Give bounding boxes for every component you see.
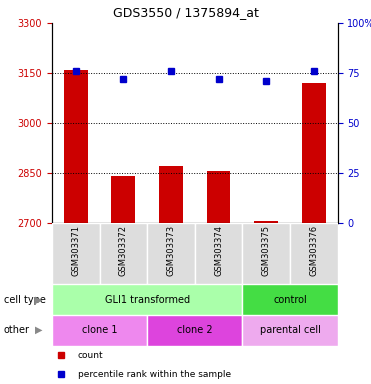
Bar	[242, 284, 338, 315]
Bar	[99, 223, 147, 284]
Text: cell type: cell type	[4, 295, 46, 305]
Bar	[159, 166, 183, 223]
Text: GSM303373: GSM303373	[167, 225, 175, 276]
Text: other: other	[4, 325, 30, 335]
Text: count: count	[78, 351, 103, 360]
Bar	[52, 284, 242, 315]
Text: GSM303371: GSM303371	[71, 225, 80, 276]
Text: parental cell: parental cell	[260, 325, 321, 335]
Text: control: control	[273, 295, 307, 305]
Text: ▶: ▶	[35, 325, 43, 335]
Text: GSM303374: GSM303374	[214, 225, 223, 276]
Text: GLI1 transformed: GLI1 transformed	[105, 295, 190, 305]
Bar	[111, 176, 135, 223]
Text: ▶: ▶	[35, 295, 43, 305]
Text: clone 1: clone 1	[82, 325, 117, 335]
Text: GDS3550 / 1375894_at: GDS3550 / 1375894_at	[112, 6, 259, 19]
Bar	[147, 315, 242, 346]
Bar	[64, 70, 88, 223]
Text: percentile rank within the sample: percentile rank within the sample	[78, 370, 231, 379]
Bar	[242, 223, 290, 284]
Bar	[52, 315, 147, 346]
Bar	[302, 83, 326, 223]
Text: GSM303372: GSM303372	[119, 225, 128, 276]
Bar	[254, 221, 278, 223]
Bar	[195, 223, 242, 284]
Text: GSM303376: GSM303376	[309, 225, 318, 276]
Bar	[290, 223, 338, 284]
Bar	[207, 171, 230, 223]
Text: GSM303375: GSM303375	[262, 225, 271, 276]
Text: clone 2: clone 2	[177, 325, 213, 335]
Bar	[52, 223, 99, 284]
Bar	[242, 315, 338, 346]
Bar	[147, 223, 195, 284]
